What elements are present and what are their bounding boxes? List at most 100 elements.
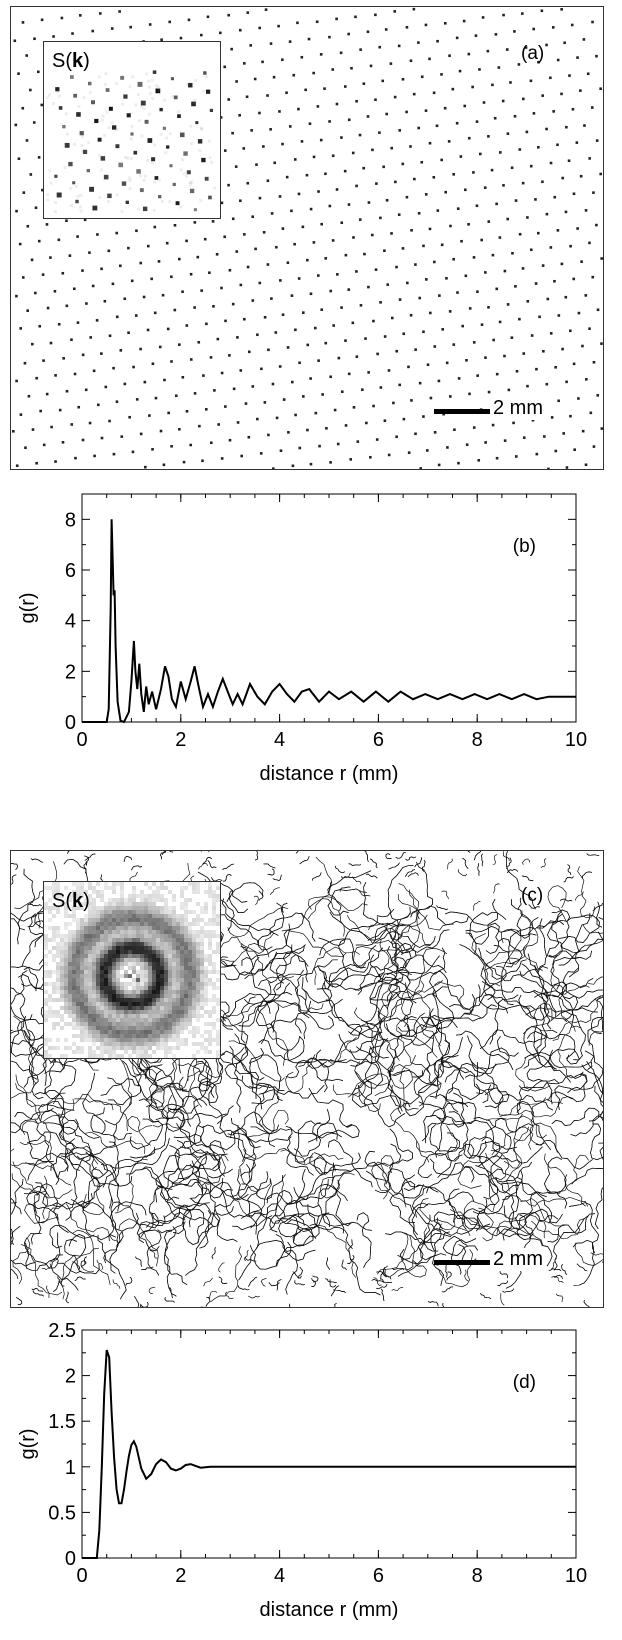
trajectory xyxy=(429,1158,490,1179)
lattice-dot xyxy=(142,295,146,299)
sk-pixel xyxy=(96,942,100,946)
trajectory xyxy=(15,1074,66,1108)
sk-pixel xyxy=(84,982,88,986)
trajectory xyxy=(506,1126,529,1192)
sk-pixel xyxy=(56,934,60,938)
trajectory xyxy=(17,868,36,931)
lattice-dot xyxy=(135,398,139,401)
trajectory xyxy=(357,1084,406,1128)
trajectory xyxy=(503,1113,523,1169)
sk-pixel xyxy=(128,914,132,918)
trajectory xyxy=(576,1263,588,1272)
sk-pixel xyxy=(152,1042,156,1046)
sk-pixel xyxy=(80,1046,84,1050)
lattice-dot xyxy=(374,98,377,102)
sk-pixel xyxy=(136,894,140,898)
sk-pixel xyxy=(136,930,140,934)
lattice-dot xyxy=(582,38,586,41)
lattice-dot xyxy=(529,79,533,83)
trajectory xyxy=(164,1297,176,1303)
sk-pixel xyxy=(140,1026,144,1030)
sk-pixel xyxy=(124,1030,128,1034)
trajectory xyxy=(303,898,345,937)
sk-pixel xyxy=(164,954,168,958)
sk-pixel xyxy=(196,982,200,986)
sk-pixel xyxy=(136,1050,140,1054)
sk-pixel xyxy=(44,974,48,978)
trajectory xyxy=(191,1171,234,1216)
bragg-peak xyxy=(205,89,211,94)
sk-pixel xyxy=(132,1022,136,1026)
sk-pixel xyxy=(108,1002,112,1006)
lattice-dot xyxy=(219,116,223,119)
lattice-dot xyxy=(135,229,138,233)
sk-pixel xyxy=(80,906,84,910)
lattice-dot xyxy=(50,425,53,429)
sk-pixel xyxy=(184,942,188,946)
trajectory xyxy=(15,1083,52,1144)
trajectory xyxy=(250,1126,318,1142)
trajectory xyxy=(209,1132,236,1170)
sk-pixel xyxy=(188,1006,192,1010)
trajectory xyxy=(293,1213,345,1242)
trajectory xyxy=(390,1107,430,1163)
trajectory xyxy=(551,1107,600,1126)
sk-pixel xyxy=(136,1042,140,1046)
sk-pixel xyxy=(136,970,140,974)
sk-pixel xyxy=(124,1026,128,1030)
lattice-dot xyxy=(324,172,327,176)
lattice-dot xyxy=(487,390,491,394)
sk-pixel xyxy=(180,962,184,966)
trajectory xyxy=(164,1230,173,1299)
sk-pixel xyxy=(92,986,96,990)
sk-pixel xyxy=(216,934,220,938)
sk-pixel xyxy=(168,926,172,930)
sk-pixel xyxy=(196,974,200,978)
trajectory xyxy=(396,1017,441,1047)
sk-pixel xyxy=(116,1006,120,1010)
sk-pixel xyxy=(132,934,136,938)
trajectory xyxy=(473,851,482,861)
noise-pixel xyxy=(46,193,50,197)
lattice-dot xyxy=(392,401,395,405)
sk-pixel xyxy=(140,950,144,954)
lattice-dot xyxy=(21,276,25,279)
sk-pixel xyxy=(132,1026,136,1030)
trajectory xyxy=(457,1152,488,1189)
lattice-dot xyxy=(281,227,285,230)
lattice-dot xyxy=(62,357,65,360)
lattice-dot xyxy=(468,307,472,310)
trajectory xyxy=(401,1180,418,1236)
sk-pixel xyxy=(204,974,208,978)
trajectory xyxy=(408,1202,439,1252)
bragg-peak xyxy=(155,88,161,94)
sk-pixel xyxy=(188,974,192,978)
sk-pixel xyxy=(192,970,196,974)
trajectory xyxy=(555,1293,564,1303)
sk-pixel xyxy=(96,1030,100,1034)
sk-pixel xyxy=(96,962,100,966)
sk-pixel xyxy=(80,942,84,946)
lattice-dot xyxy=(522,436,526,439)
trajectory xyxy=(349,1049,379,1094)
sk-pixel xyxy=(164,918,168,922)
sk-pixel xyxy=(208,1050,212,1054)
lattice-dot xyxy=(282,398,286,401)
bragg-peak xyxy=(162,126,166,130)
lattice-dot xyxy=(468,392,471,396)
trajectory xyxy=(516,1100,552,1151)
trajectory xyxy=(250,956,291,996)
sk-pixel xyxy=(48,1046,52,1050)
lattice-dot xyxy=(447,140,451,143)
sk-pixel xyxy=(88,954,92,958)
sk-pixel xyxy=(84,998,88,1002)
lattice-dot xyxy=(286,346,290,349)
sk-pixel xyxy=(132,1050,136,1054)
noise-pixel xyxy=(185,170,189,174)
sk-pixel xyxy=(200,926,204,930)
trajectory xyxy=(249,1241,292,1270)
trajectory xyxy=(476,1084,510,1105)
trajectory xyxy=(313,946,360,985)
lattice-dot xyxy=(281,142,284,146)
sk-pixel xyxy=(128,1018,132,1022)
